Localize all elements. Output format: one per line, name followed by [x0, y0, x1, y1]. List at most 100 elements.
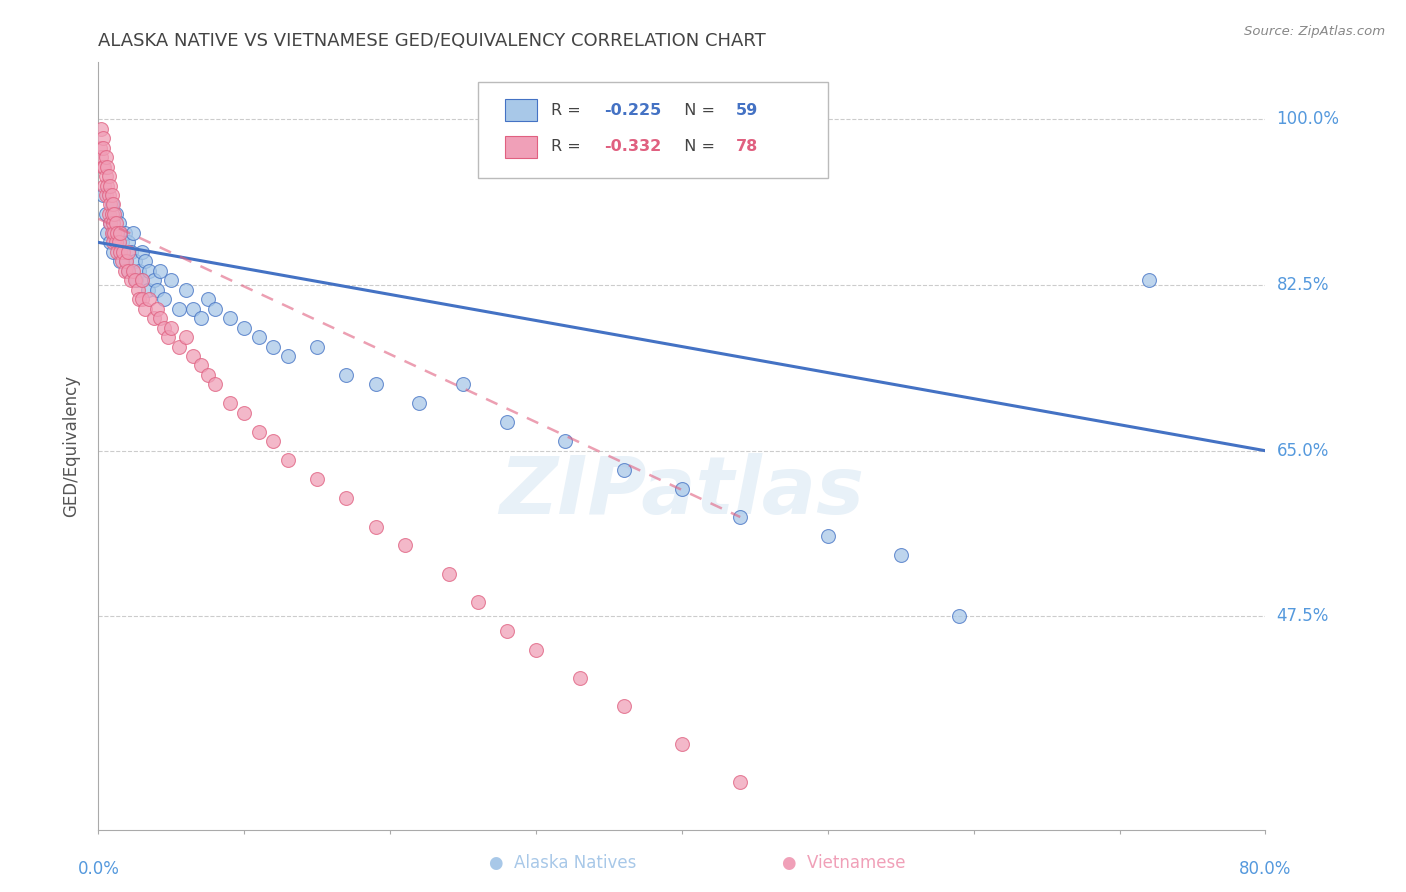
Point: [218, 311, 240, 326]
Point: [364, 377, 387, 392]
Point: [262, 434, 284, 449]
Point: [146, 283, 169, 297]
Point: [124, 254, 146, 268]
Point: [91, 141, 114, 155]
Point: [146, 301, 169, 316]
Point: [142, 273, 165, 287]
Text: R =: R =: [551, 103, 586, 118]
Point: [94, 169, 117, 183]
Point: [612, 699, 634, 714]
Point: [110, 244, 132, 259]
Point: [1137, 273, 1160, 287]
Point: [467, 595, 489, 609]
Point: [97, 207, 120, 221]
Point: [89, 141, 111, 155]
Point: [167, 301, 190, 316]
Point: [101, 244, 124, 259]
Point: [90, 121, 112, 136]
Point: [127, 283, 149, 297]
Point: [124, 273, 146, 287]
Point: [101, 216, 124, 230]
Point: [101, 235, 124, 250]
Point: [496, 415, 519, 429]
Point: [153, 320, 176, 334]
Point: [149, 311, 172, 326]
Point: [233, 406, 256, 420]
Point: [190, 359, 212, 373]
Point: [335, 368, 357, 382]
Point: [817, 529, 839, 543]
Point: [108, 235, 131, 250]
Point: [101, 197, 124, 211]
Point: [120, 273, 142, 287]
Point: [277, 453, 299, 467]
Point: [437, 566, 460, 581]
Point: [890, 548, 912, 562]
Point: [134, 254, 156, 268]
Point: [131, 273, 153, 287]
Point: [612, 463, 634, 477]
Point: [307, 472, 329, 486]
Point: [117, 244, 139, 259]
Point: [218, 396, 240, 410]
Point: [174, 330, 197, 344]
Point: [125, 273, 148, 287]
Point: [247, 425, 270, 439]
Point: [117, 235, 139, 250]
Point: [105, 235, 128, 250]
Point: [91, 131, 114, 145]
Point: [394, 538, 416, 552]
Point: [110, 226, 132, 240]
Point: [110, 226, 132, 240]
Point: [262, 340, 284, 354]
Point: [364, 519, 387, 533]
Point: [335, 491, 357, 505]
Text: Source: ZipAtlas.com: Source: ZipAtlas.com: [1244, 25, 1385, 38]
Text: 0.0%: 0.0%: [77, 860, 120, 878]
Point: [142, 311, 165, 326]
Point: [134, 301, 156, 316]
Point: [110, 254, 132, 268]
Point: [115, 254, 138, 268]
Text: 82.5%: 82.5%: [1277, 276, 1329, 294]
Point: [98, 235, 121, 250]
Point: [112, 244, 135, 259]
Point: [167, 340, 190, 354]
Point: [138, 264, 160, 278]
Point: [115, 254, 138, 268]
Point: [100, 226, 122, 240]
Point: [93, 178, 115, 193]
Point: [97, 169, 120, 183]
Point: [408, 396, 430, 410]
Text: 47.5%: 47.5%: [1277, 607, 1329, 625]
Point: [157, 330, 180, 344]
Text: ●  Alaska Natives: ● Alaska Natives: [489, 855, 636, 872]
Point: [98, 178, 121, 193]
Point: [98, 216, 121, 230]
Point: [524, 642, 547, 657]
Point: [93, 160, 115, 174]
Point: [131, 292, 153, 306]
Point: [136, 283, 159, 297]
Point: [277, 349, 299, 363]
Point: [138, 292, 160, 306]
Point: [233, 320, 256, 334]
Point: [554, 434, 576, 449]
Point: [120, 244, 142, 259]
Point: [149, 264, 172, 278]
Point: [114, 226, 136, 240]
Text: 59: 59: [735, 103, 758, 118]
Point: [117, 264, 139, 278]
Text: N =: N =: [673, 139, 720, 154]
Point: [197, 368, 219, 382]
Point: [103, 226, 125, 240]
Point: [91, 160, 114, 174]
Text: ●  Vietnamese: ● Vietnamese: [782, 855, 905, 872]
Y-axis label: GED/Equivalency: GED/Equivalency: [62, 375, 80, 517]
Point: [496, 624, 519, 638]
Point: [96, 226, 118, 240]
Point: [98, 216, 121, 230]
Text: N =: N =: [673, 103, 720, 118]
Point: [105, 226, 128, 240]
Text: 65.0%: 65.0%: [1277, 442, 1329, 459]
